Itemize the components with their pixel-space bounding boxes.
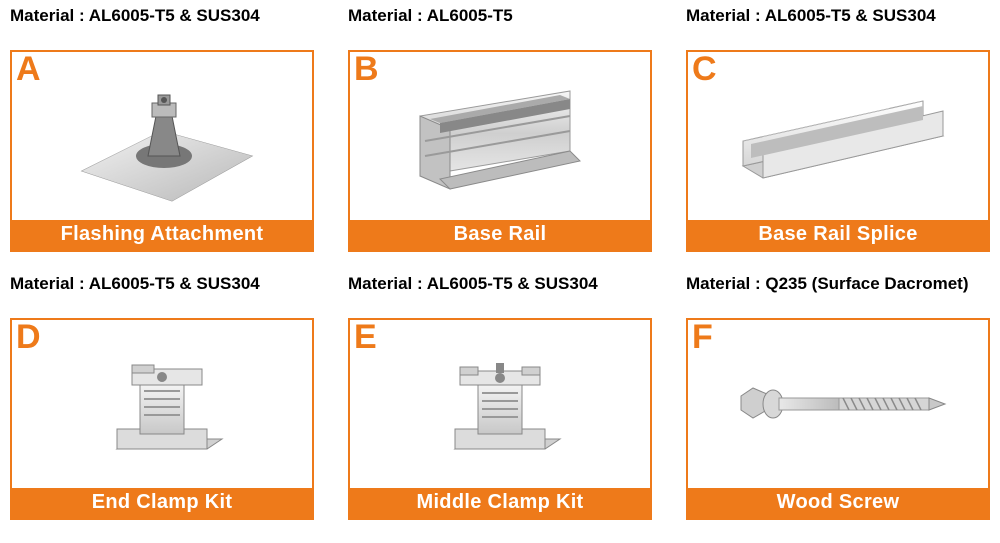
card-e: Material : AL6005-T5 & SUS304 E	[348, 274, 652, 520]
card-caption: Flashing Attachment	[12, 220, 312, 250]
card-caption: Base Rail	[350, 220, 650, 250]
card-b: Material : AL6005-T5 B	[348, 6, 652, 252]
base-rail-splice-icon	[688, 52, 988, 220]
card-box: D	[10, 318, 314, 520]
card-box: B	[348, 50, 652, 252]
wood-screw-icon	[688, 320, 988, 488]
card-box: F	[686, 318, 990, 520]
card-letter: B	[354, 52, 379, 86]
card-letter: E	[354, 320, 377, 354]
card-caption: Base Rail Splice	[688, 220, 988, 250]
material-label: Material : AL6005-T5 & SUS304	[686, 6, 990, 46]
card-caption: End Clamp Kit	[12, 488, 312, 518]
card-f: Material : Q235 (Surface Dacromet) F	[686, 274, 990, 520]
card-a: Material : AL6005-T5 & SUS304 A	[10, 6, 314, 252]
material-label: Material : AL6005-T5 & SUS304	[10, 6, 314, 46]
base-rail-icon	[350, 52, 650, 220]
end-clamp-icon	[12, 320, 312, 488]
product-grid: Material : AL6005-T5 & SUS304 A	[10, 6, 990, 520]
middle-clamp-icon	[350, 320, 650, 488]
flashing-attachment-icon	[12, 52, 312, 220]
material-label: Material : Q235 (Surface Dacromet)	[686, 274, 990, 314]
card-c: Material : AL6005-T5 & SUS304 C	[686, 6, 990, 252]
card-letter: D	[16, 320, 41, 354]
card-box: A	[10, 50, 314, 252]
material-label: Material : AL6005-T5 & SUS304	[10, 274, 314, 314]
material-label: Material : AL6005-T5 & SUS304	[348, 274, 652, 314]
card-box: C	[686, 50, 990, 252]
card-letter: C	[692, 52, 717, 86]
card-letter: A	[16, 52, 41, 86]
material-label: Material : AL6005-T5	[348, 6, 652, 46]
card-caption: Middle Clamp Kit	[350, 488, 650, 518]
card-letter: F	[692, 320, 713, 354]
card-box: E	[348, 318, 652, 520]
card-caption: Wood Screw	[688, 488, 988, 518]
card-d: Material : AL6005-T5 & SUS304 D	[10, 274, 314, 520]
